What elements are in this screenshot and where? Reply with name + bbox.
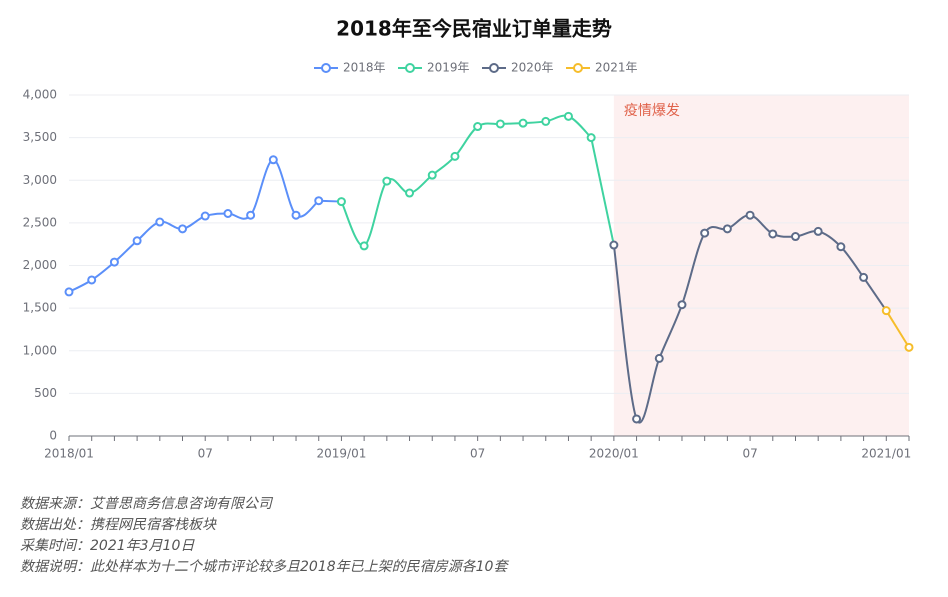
point: [336, 197, 346, 207]
line: [68, 158, 320, 293]
legend-label: 2021年: [595, 61, 638, 75]
line: [340, 114, 592, 247]
y-tick-label: 0: [49, 429, 57, 443]
y-tick-label: 3,000: [23, 173, 57, 187]
point: [518, 118, 528, 128]
x-tick-label: 07: [470, 447, 485, 461]
y-tick-label: 2,000: [23, 258, 57, 272]
x-tick-label: 2019/01: [317, 447, 367, 461]
point: [427, 170, 437, 180]
y-tick-label: 1,000: [23, 343, 57, 357]
point: [178, 224, 188, 234]
legend-marker: [489, 63, 499, 73]
footnote: 数据来源：艾普思商务信息咨询有限公司: [20, 496, 274, 512]
legend-label: 2019年: [427, 61, 470, 75]
footnote: 数据出处：携程网民宿客栈板块: [20, 517, 217, 533]
legend-label: 2018年: [343, 61, 386, 75]
footnote: 数据说明：此处样本为十二个城市评论较多且2018年已上架的民宿房源各10套: [20, 559, 509, 575]
point: [632, 414, 642, 424]
y-tick-label: 1,500: [23, 301, 57, 315]
point: [132, 236, 142, 246]
point: [609, 240, 619, 250]
point: [405, 188, 415, 198]
x-tick-label: 2020/01: [589, 447, 639, 461]
point: [700, 228, 710, 238]
x-tick-label: 2018/01: [44, 447, 94, 461]
point: [246, 210, 256, 220]
point: [109, 257, 119, 267]
y-tick-label: 500: [34, 386, 57, 400]
y-tick-label: 3,500: [23, 130, 57, 144]
legend-label: 2020年: [511, 61, 554, 75]
y-tick-label: 4,000: [23, 88, 57, 102]
x-tick-label: 2021/01: [861, 447, 911, 461]
point: [586, 133, 596, 143]
point: [450, 151, 460, 161]
point: [473, 122, 483, 132]
footnote: 采集时间：2021年3月10日: [20, 538, 195, 554]
legend-marker: [405, 63, 415, 73]
point: [495, 119, 505, 129]
point: [563, 111, 573, 121]
point: [382, 176, 392, 186]
point: [291, 210, 301, 220]
x-tick-label: 07: [198, 447, 213, 461]
point: [200, 211, 210, 221]
x-tick-label: 07: [742, 447, 757, 461]
y-tick-label: 2,500: [23, 215, 57, 229]
point: [223, 208, 233, 218]
point: [790, 232, 800, 242]
point: [745, 210, 755, 220]
point: [155, 217, 165, 227]
point: [654, 353, 664, 363]
point: [314, 196, 324, 206]
chart-title: 2018年至今民宿业订单量走势: [336, 17, 612, 41]
point: [677, 300, 687, 310]
point: [64, 287, 74, 297]
point: [836, 242, 846, 252]
point: [541, 116, 551, 126]
point: [87, 275, 97, 285]
series-connector: [862, 276, 888, 312]
legend-marker: [573, 63, 583, 73]
point: [813, 226, 823, 236]
point: [904, 342, 914, 352]
point: [881, 306, 891, 316]
mark-area-label: 疫情爆发: [624, 103, 680, 119]
point: [359, 241, 369, 251]
point: [768, 229, 778, 239]
point: [859, 272, 869, 282]
legend-marker: [321, 63, 331, 73]
point: [268, 155, 278, 165]
series-connector: [590, 137, 615, 246]
point: [722, 224, 732, 234]
